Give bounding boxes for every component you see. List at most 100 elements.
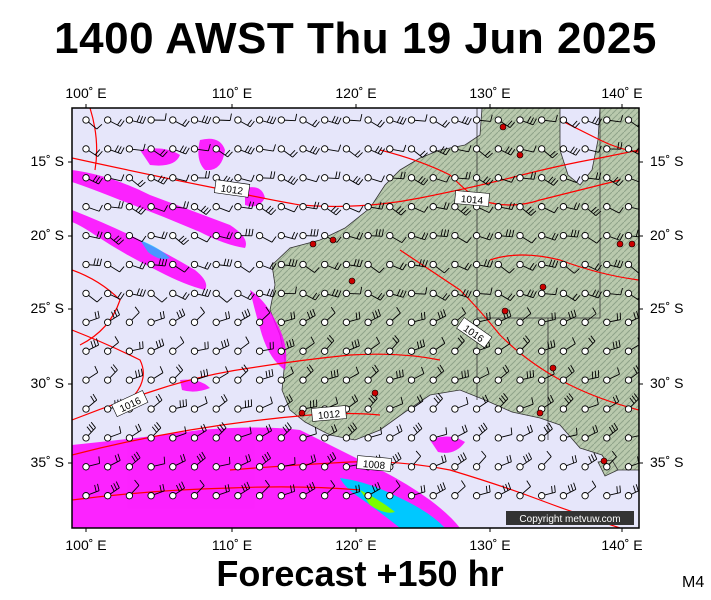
wind-barb: [342, 203, 364, 213]
wind-barb: [147, 422, 162, 442]
wind-barb: [559, 260, 580, 274]
wind-barb: [299, 174, 320, 183]
wind-barb: [407, 287, 428, 298]
wind-barb: [212, 231, 233, 240]
wind-barb: [169, 174, 190, 182]
wind-barb: [104, 289, 125, 300]
wind-barb: [125, 203, 147, 215]
wind-barb: [234, 426, 252, 442]
lat-labels-right: 15˚ S 20˚ S 25˚ S 30˚ S 35˚ S: [650, 153, 683, 470]
wind-barb: [386, 260, 407, 271]
forecast-label: Forecast +150 hr: [216, 553, 504, 594]
wind-barb: [364, 392, 378, 413]
wind-barb: [451, 335, 465, 355]
wind-barb: [321, 424, 338, 442]
wind-barb: [451, 260, 472, 271]
wind-barb: [603, 231, 624, 241]
wind-barb: [212, 394, 228, 413]
wind-barb: [234, 364, 249, 384]
wind-barb: [581, 203, 602, 217]
wind-barb: [494, 202, 515, 211]
wind-barb: [516, 145, 537, 153]
wind-barb: [190, 231, 212, 243]
wind-barb: [429, 174, 451, 183]
wind-barb: [472, 114, 493, 124]
wind-barb: [451, 231, 472, 244]
wind-barb: [386, 369, 404, 384]
wind-barb: [516, 231, 537, 244]
wind-barb: [82, 174, 103, 185]
wind-barb: [516, 397, 534, 413]
wind-barb: [342, 366, 360, 384]
wind-barb: [624, 260, 639, 274]
wind-barb: [342, 311, 361, 326]
wind-barb: [82, 203, 103, 212]
wind-barb: [125, 451, 141, 471]
wind-barb: [212, 203, 234, 213]
wind-barb: [82, 483, 100, 500]
wind-barb: [603, 339, 621, 355]
wind-barb: [538, 287, 558, 298]
svg-text:Copyright metvuw.com: Copyright metvuw.com: [519, 514, 620, 525]
wind-barb: [494, 337, 511, 355]
wind-barb: [407, 259, 428, 269]
wind-barb: [603, 174, 624, 187]
wind-barb: [472, 485, 491, 500]
wind-barb: [321, 480, 336, 500]
svg-text:35˚ S: 35˚ S: [650, 454, 683, 470]
wind-barb: [407, 114, 428, 124]
svg-text:35˚ S: 35˚ S: [31, 454, 64, 470]
wind-barb: [104, 364, 118, 384]
wind-barb: [538, 367, 555, 384]
wind-barb: [581, 452, 598, 471]
wind-barb: [386, 335, 400, 355]
wind-barb: [386, 424, 403, 442]
wind-barb: [472, 450, 487, 471]
wind-barb: [234, 289, 255, 301]
wind-barb: [104, 231, 125, 245]
wind-barb: [538, 339, 556, 355]
wind-barb: [190, 144, 211, 153]
wind-barb: [472, 259, 494, 269]
wind-barb: [429, 454, 447, 471]
wind-barb: [364, 174, 385, 183]
wind-barb: [624, 393, 639, 413]
svg-text:100˚ E: 100˚ E: [65, 85, 106, 101]
wind-barb: [299, 116, 320, 128]
wind-barb: [169, 289, 190, 300]
wind-barb: [407, 339, 426, 355]
wind-barb: [255, 424, 273, 442]
wind-barb: [125, 174, 146, 188]
wind-barb: [386, 306, 401, 326]
svg-text:15˚ S: 15˚ S: [31, 153, 64, 169]
wind-barb: [277, 422, 292, 442]
svg-text:140˚ E: 140˚ E: [601, 85, 642, 101]
wind-barb: [299, 308, 316, 326]
wind-barb: [386, 171, 406, 182]
wind-barb: [342, 231, 364, 240]
wind-barb: [82, 145, 103, 157]
wind-barb: [234, 116, 255, 128]
wind-barb: [516, 452, 533, 471]
svg-text:30˚ S: 30˚ S: [31, 375, 64, 391]
wind-barb: [429, 260, 450, 274]
wind-barb: [321, 203, 342, 216]
wind-barb: [277, 484, 296, 500]
wind-barb: [581, 370, 600, 384]
svg-text:1012: 1012: [220, 183, 244, 197]
wind-barb: [234, 336, 250, 355]
wind-barb: [277, 174, 299, 185]
wind-barb: [386, 288, 407, 298]
wind-barb: [451, 369, 469, 384]
wind-barb: [624, 229, 639, 240]
wind-barb: [255, 396, 273, 413]
wind-barb: [472, 231, 494, 241]
wind-barb: [321, 115, 342, 125]
wind-barb: [494, 289, 516, 301]
wind-barb: [538, 203, 559, 214]
wind-barb: [169, 260, 190, 273]
wind-barb: [321, 171, 341, 182]
wind-barb: [104, 308, 120, 326]
wind-barb: [494, 309, 512, 326]
